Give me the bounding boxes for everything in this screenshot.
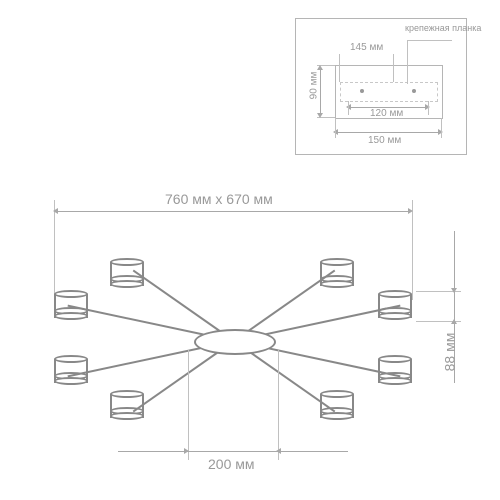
arrow-icon <box>317 65 323 70</box>
inset-bracket-dashed <box>340 82 438 102</box>
main-dim-ext <box>412 200 413 300</box>
inset-dot <box>412 89 416 93</box>
inset-dot <box>360 89 364 93</box>
fixture-head <box>320 390 354 420</box>
main-dim-hub: 200 мм <box>208 456 255 472</box>
fixture-head <box>378 355 412 385</box>
inset-dim-line <box>441 118 442 138</box>
fixture-head <box>110 258 144 288</box>
main-dim-overall: 760 мм х 670 мм <box>165 191 273 207</box>
inset-dim-line <box>393 54 394 82</box>
arrow-icon <box>451 319 457 324</box>
main-dim-ext <box>188 350 189 460</box>
fixture-head <box>54 355 88 385</box>
fixture-hub <box>194 329 276 355</box>
arrow-icon <box>317 113 323 118</box>
arrow-icon <box>53 208 58 214</box>
inset-dim-90: 90 мм <box>308 72 319 100</box>
main-dim-line <box>57 211 409 212</box>
main-dim-height: 88 мм <box>441 333 457 372</box>
inset-note-label: крепежная планка <box>405 24 481 33</box>
inset-dim-line <box>339 54 340 82</box>
main-dim-ext <box>54 200 55 300</box>
fixture-head <box>110 390 144 420</box>
inset-dim-120: 120 мм <box>370 108 403 119</box>
arrow-icon <box>184 448 189 454</box>
arrow-icon <box>408 208 413 214</box>
inset-dim-150: 150 мм <box>368 135 401 146</box>
inset-dim-145: 145 мм <box>350 42 383 53</box>
main-dim-line <box>118 451 348 452</box>
inset-dim-line <box>335 118 336 138</box>
fixture-head <box>320 258 354 288</box>
inset-note-leader <box>407 40 408 84</box>
inset-note-leader <box>407 40 452 41</box>
inset-dim-line <box>337 132 439 133</box>
inset-dim-line <box>428 101 429 115</box>
technical-diagram: 145 мм крепежная планка 90 мм 120 мм 150… <box>10 10 490 490</box>
main-dim-ext <box>278 350 279 460</box>
arrow-icon <box>276 448 281 454</box>
fixture-head <box>54 290 88 320</box>
arrow-icon <box>451 288 457 293</box>
inset-dim-line <box>348 101 349 115</box>
fixture-head <box>378 290 412 320</box>
inset-dim-line <box>320 67 321 115</box>
